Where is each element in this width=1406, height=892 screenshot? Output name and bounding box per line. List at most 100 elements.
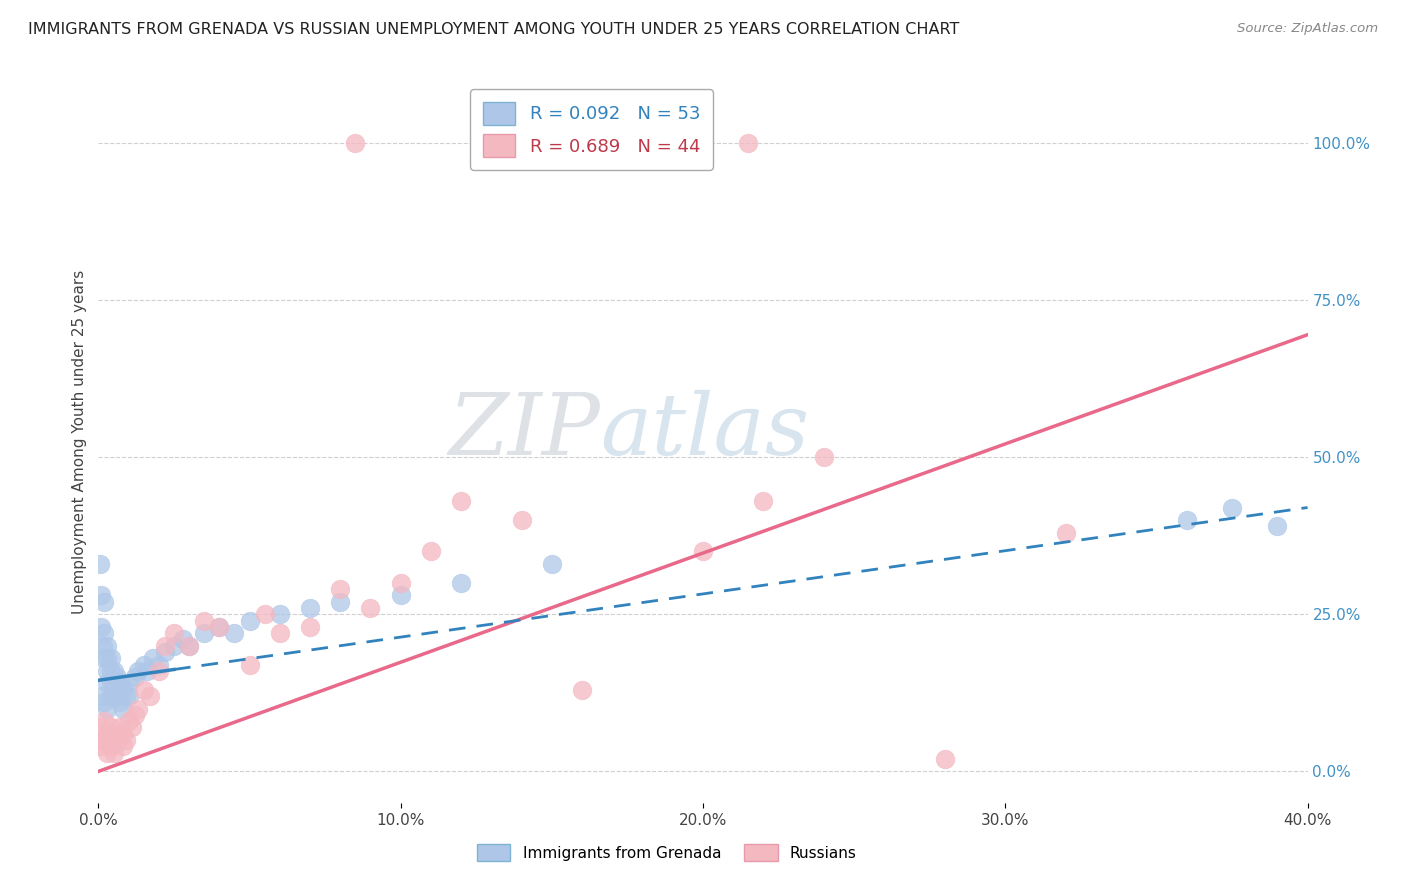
Point [1267, 519, 1289, 533]
Point [100, 720, 122, 734]
Point [299, 601, 322, 615]
Point [124, 670, 146, 684]
Point [90, 589, 112, 603]
Point [100, 651, 122, 665]
Text: IMMIGRANTS FROM GRENADA VS RUSSIAN UNEMPLOYMENT AMONG YOUTH UNDER 25 YEARS CORRE: IMMIGRANTS FROM GRENADA VS RUSSIAN UNEMP… [28, 22, 959, 37]
Point [450, 575, 472, 590]
Point [90, 720, 112, 734]
Point [135, 664, 157, 678]
Point [96, 639, 118, 653]
Point [420, 544, 443, 558]
Point [139, 689, 162, 703]
Point [224, 626, 246, 640]
Point [118, 714, 141, 728]
Point [89, 733, 111, 747]
Point [153, 645, 176, 659]
Point [108, 695, 131, 709]
Point [127, 701, 149, 715]
Point [510, 513, 533, 527]
Point [93, 626, 115, 640]
Point [934, 752, 956, 766]
Point [269, 607, 291, 622]
Point [111, 701, 134, 715]
Point [172, 632, 194, 647]
Point [1220, 500, 1243, 515]
Point [89, 557, 111, 571]
Point [103, 727, 125, 741]
Point [93, 733, 115, 747]
Legend: Immigrants from Grenada, Russians: Immigrants from Grenada, Russians [471, 838, 863, 867]
Point [100, 664, 122, 678]
Point [571, 682, 593, 697]
Point [148, 664, 170, 678]
Point [93, 714, 115, 728]
Point [90, 689, 112, 703]
Point [1054, 525, 1077, 540]
Point [121, 720, 143, 734]
Point [105, 670, 128, 684]
Point [142, 651, 165, 665]
Y-axis label: Unemployment Among Youth under 25 years: Unemployment Among Youth under 25 years [72, 269, 87, 614]
Point [105, 689, 128, 703]
Text: atlas: atlas [600, 390, 810, 472]
Text: Source: ZipAtlas.com: Source: ZipAtlas.com [1237, 22, 1378, 36]
Text: ZIP: ZIP [449, 390, 600, 472]
Point [344, 136, 367, 150]
Point [96, 651, 118, 665]
Point [193, 614, 215, 628]
Point [813, 450, 835, 465]
Point [299, 620, 322, 634]
Point [96, 746, 118, 760]
Point [208, 620, 231, 634]
Point [239, 657, 262, 672]
Point [737, 136, 759, 150]
Point [127, 664, 149, 678]
Point [91, 639, 114, 653]
Point [360, 601, 382, 615]
Point [389, 575, 412, 590]
Point [103, 676, 125, 690]
Point [96, 664, 118, 678]
Point [100, 676, 122, 690]
Point [692, 544, 714, 558]
Point [329, 595, 352, 609]
Point [193, 626, 215, 640]
Point [111, 739, 134, 754]
Point [179, 639, 201, 653]
Point [1175, 513, 1198, 527]
Point [148, 657, 170, 672]
Point [105, 733, 128, 747]
Point [114, 689, 136, 703]
Point [329, 582, 352, 597]
Point [90, 620, 112, 634]
Point [132, 682, 155, 697]
Point [103, 689, 125, 703]
Point [540, 557, 562, 571]
Point [108, 676, 131, 690]
Point [208, 620, 231, 634]
Point [93, 695, 115, 709]
Point [90, 739, 112, 754]
Point [93, 651, 115, 665]
Point [100, 739, 122, 754]
Point [616, 136, 638, 150]
Point [108, 720, 131, 734]
Point [96, 701, 118, 715]
Point [111, 682, 134, 697]
Point [253, 607, 276, 622]
Point [179, 639, 201, 653]
Point [389, 589, 412, 603]
Point [269, 626, 291, 640]
Point [96, 676, 118, 690]
Point [163, 639, 186, 653]
Point [118, 676, 141, 690]
Point [103, 664, 125, 678]
Point [450, 494, 472, 508]
Point [124, 707, 146, 722]
Point [153, 639, 176, 653]
Point [96, 727, 118, 741]
Point [103, 746, 125, 760]
Point [752, 494, 775, 508]
Point [114, 733, 136, 747]
Point [239, 614, 262, 628]
